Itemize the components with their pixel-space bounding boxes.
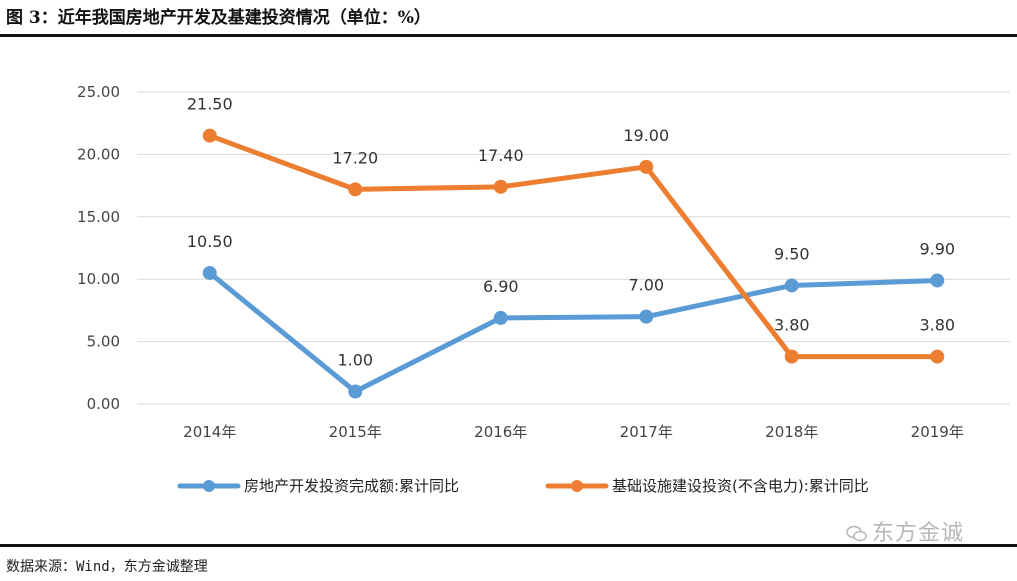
watermark: 东方金诚 (846, 515, 964, 547)
title-divider (0, 34, 1017, 37)
data-point (348, 182, 363, 197)
legend-swatch-marker (571, 480, 583, 492)
source-note: 数据来源：Wind，东方金诚整理 (6, 559, 208, 575)
legend-label: 房地产开发投资完成额:累计同比 (244, 477, 459, 495)
watermark-text: 东方金诚 (872, 521, 965, 546)
x-tick-label: 2014年 (183, 423, 236, 441)
data-label: 21.50 (187, 95, 233, 114)
data-point (639, 159, 654, 174)
x-axis-ticks: 2014年 2015年 2016年 2017年 2018年 2019年 (183, 423, 964, 441)
series-points (202, 128, 945, 399)
legend: 房地产开发投资完成额:累计同比 基础设施建设投资(不含电力):累计同比 (177, 477, 869, 495)
data-point (202, 128, 217, 143)
series-lines (207, 133, 940, 395)
y-tick-label: 15.00 (77, 208, 120, 226)
y-axis-ticks: 0.00 5.00 10.00 15.00 20.00 25.00 (77, 83, 120, 413)
data-label: 7.00 (628, 276, 664, 295)
bottom-divider (0, 544, 1017, 547)
data-point (493, 179, 508, 194)
data-label: 3.80 (774, 316, 810, 335)
data-label: 19.00 (623, 126, 669, 145)
data-point (784, 278, 799, 293)
x-tick-label: 2019年 (911, 423, 964, 441)
x-tick-label: 2016年 (474, 423, 527, 441)
data-label: 1.00 (337, 351, 373, 370)
data-point (348, 384, 363, 399)
data-point (930, 273, 945, 288)
y-tick-label: 5.00 (87, 333, 120, 351)
data-label: 6.90 (483, 277, 519, 296)
data-point (930, 349, 945, 364)
figure-title: 图 3：近年我国房地产开发及基建投资情况（单位：%） (6, 8, 431, 28)
wechat-icon (846, 525, 867, 542)
data-label: 10.50 (187, 232, 233, 251)
series-line-1 (207, 270, 940, 395)
series-line-2 (207, 133, 940, 360)
y-tick-label: 10.00 (77, 270, 120, 288)
data-label: 3.80 (919, 316, 955, 335)
data-labels: 10.50 1.00 6.90 7.00 9.50 9.90 21.50 17.20 17.40… (187, 95, 955, 370)
data-point (493, 310, 508, 325)
legend-label: 基础设施建设投资(不含电力):累计同比 (612, 477, 869, 495)
x-tick-label: 2018年 (765, 423, 818, 441)
data-label: 9.90 (919, 239, 955, 258)
y-tick-label: 20.00 (77, 145, 120, 163)
data-label: 17.40 (478, 146, 524, 165)
legend-swatch-marker (203, 480, 215, 492)
data-point (202, 265, 217, 280)
data-label: 9.50 (774, 244, 810, 263)
y-tick-label: 25.00 (77, 83, 120, 101)
data-point (639, 309, 654, 324)
x-tick-label: 2015年 (329, 423, 382, 441)
y-tick-label: 0.00 (87, 395, 120, 413)
gridlines (137, 91, 1010, 405)
data-point (784, 349, 799, 364)
x-tick-label: 2017年 (620, 423, 673, 441)
data-label: 17.20 (332, 148, 378, 167)
